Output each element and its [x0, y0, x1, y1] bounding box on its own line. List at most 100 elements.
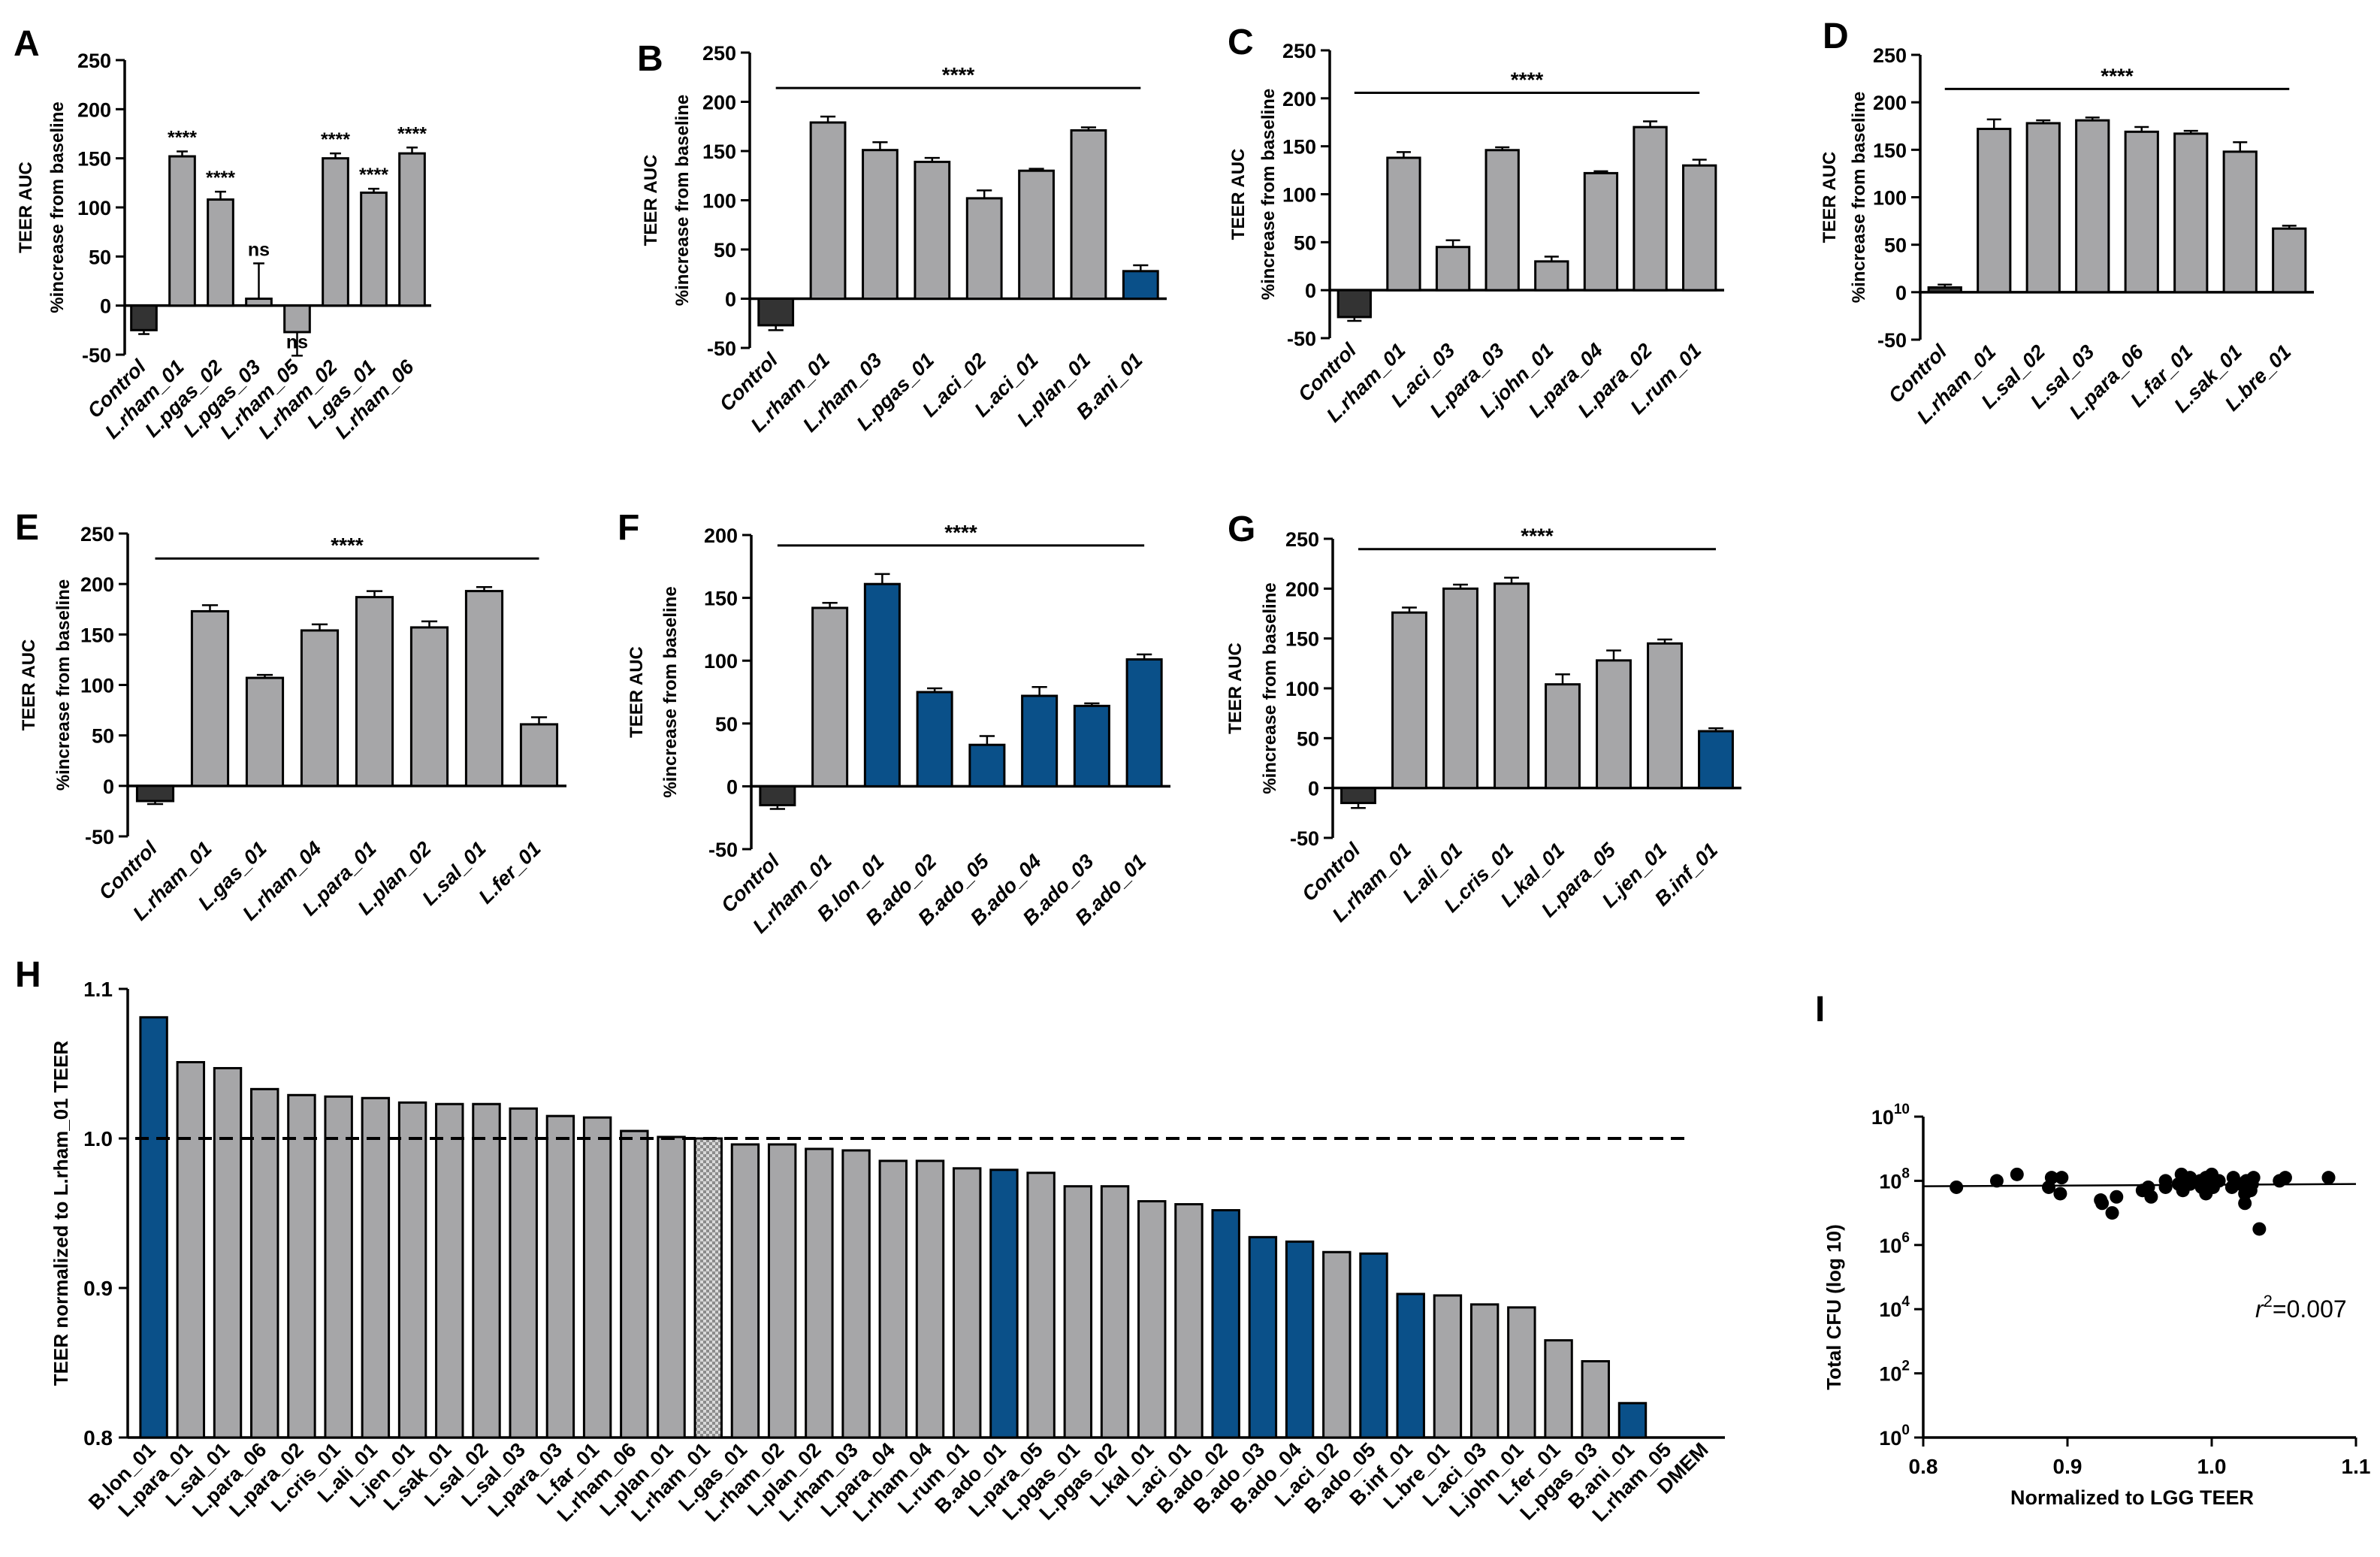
bar [355, 596, 394, 788]
bracket-label: **** [1521, 525, 1554, 548]
y-tick-label: 150 [704, 588, 738, 610]
y-axis-label: %increase from baseline [53, 579, 74, 791]
bar [1507, 1306, 1536, 1439]
panel-letter: E [15, 508, 39, 548]
panel-i: I 100 102 104 106 108 1010 0.8 0.9 1.0 1.1 Normaliz… [1815, 990, 2370, 1509]
bar [190, 609, 230, 788]
bracket-label: **** [2101, 64, 2134, 87]
bar [965, 197, 1003, 300]
panel-letter: A [14, 24, 40, 64]
x-tick-label: 1.1 [2342, 1455, 2371, 1478]
y-tick-label: 100 [1285, 678, 1319, 700]
bar [398, 152, 426, 307]
y-axis-label: Total CFU (log 10) [1823, 1224, 1845, 1390]
bar [878, 1159, 908, 1439]
bar [1336, 289, 1372, 319]
panel-letter: G [1228, 509, 1255, 549]
bar [1018, 169, 1055, 300]
y-tick-label: 150 [1282, 136, 1316, 159]
panel-h: H 0.8 0.9 1.0 1.1 TEER normalized to L.rham_0… [15, 955, 1725, 1526]
panel-c: C -50 0 50 100 150 200 250 TEER AUC %increase fro… [1228, 23, 1724, 427]
bar [1596, 659, 1632, 790]
y-tick-label: -50 [1287, 328, 1316, 350]
y-tick-label: -50 [1877, 329, 1907, 352]
bar [1359, 1252, 1388, 1439]
y-tick-label: 250 [1873, 44, 1907, 67]
significance-label: ns [286, 331, 308, 352]
y-tick-label: 50 [1884, 234, 1907, 257]
bar [2222, 150, 2258, 294]
y-tick-label: 150 [77, 148, 111, 171]
bar [1340, 787, 1376, 805]
y-tick-label: 200 [1282, 88, 1316, 110]
y-tick-label: 150 [1873, 139, 1907, 162]
y-tick-label: 0 [1308, 778, 1319, 800]
bar [1442, 587, 1478, 790]
y-tick-label: 100 [77, 197, 111, 219]
y-tick-label: 50 [715, 713, 738, 736]
bracket-label: **** [1511, 68, 1544, 91]
x-tick-label: 0.8 [1909, 1455, 1938, 1478]
bar [1386, 156, 1421, 292]
y-axis-label: %increase from baseline [660, 586, 681, 797]
scatter-point [2053, 1187, 2067, 1201]
r-squared-annotation: r2=0.007 [2255, 1292, 2347, 1323]
bar [509, 1107, 538, 1439]
y-axis-label: %increase from baseline [1258, 89, 1279, 300]
y-axis-label: TEER AUC [1228, 149, 1249, 240]
y-axis-label: %increase from baseline [1849, 92, 1869, 303]
bar [245, 676, 285, 788]
bar [464, 590, 504, 788]
bar [1026, 1172, 1056, 1439]
significance-label: **** [168, 128, 197, 149]
bar [2025, 122, 2061, 294]
y-tick-label: 102 [1879, 1359, 1910, 1386]
bar [1137, 1200, 1167, 1439]
bar [1100, 1185, 1130, 1439]
y-axis-label: TEER AUC [641, 155, 661, 246]
y-tick-label: 100 [704, 650, 738, 673]
y-tick-label: 200 [1873, 92, 1907, 114]
y-tick-label: 0 [1305, 280, 1316, 302]
y-tick-label: 150 [80, 624, 114, 646]
scatter-point [2212, 1174, 2226, 1188]
bar [250, 1087, 279, 1439]
y-tick-label: 50 [1297, 727, 1319, 750]
bar [841, 1149, 871, 1439]
bar [1583, 171, 1619, 292]
y-tick-label: 0 [100, 295, 111, 318]
bar [2173, 132, 2209, 294]
y-axis-label: %increase from baseline [672, 95, 693, 306]
panel-f: F -50 0 50 100 150 200 TEER AUC %increase from b… [618, 508, 1170, 938]
panel-letter: H [15, 955, 41, 995]
scatter-point [1950, 1180, 1964, 1194]
bar [324, 1095, 353, 1439]
bar [811, 606, 849, 788]
bar [1021, 694, 1059, 788]
bar [1469, 1303, 1500, 1439]
bar [1063, 1185, 1093, 1439]
bar [207, 198, 234, 307]
y-tick-label: 108 [1879, 1165, 1910, 1193]
y-tick-label: 100 [80, 675, 114, 697]
bar [1070, 128, 1107, 300]
bar [1285, 1240, 1315, 1439]
bar [989, 1169, 1019, 1439]
bar [759, 785, 796, 806]
significance-label: **** [359, 165, 388, 186]
bar [1632, 125, 1668, 292]
bar [657, 1135, 686, 1439]
y-tick-label: 250 [77, 50, 111, 72]
y-tick-label: 250 [702, 42, 736, 65]
scatter-point [2055, 1171, 2069, 1185]
bar [916, 691, 953, 788]
bar [1494, 582, 1530, 790]
y-tick-label: 104 [1879, 1294, 1910, 1321]
bar [862, 149, 899, 300]
y-axis-label: %increase from baseline [1260, 582, 1280, 794]
bar [300, 629, 340, 788]
bar [2124, 130, 2159, 294]
bar [1484, 149, 1520, 292]
bar [805, 1147, 834, 1439]
